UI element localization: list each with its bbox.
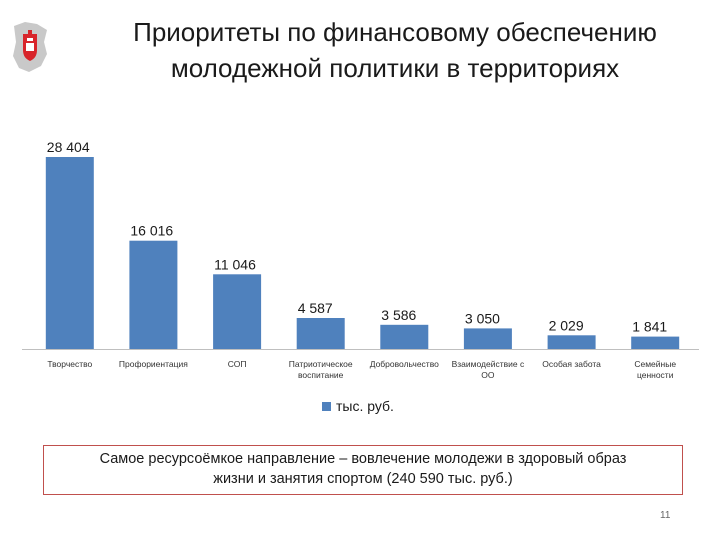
legend-label: тыс. руб. bbox=[336, 398, 394, 414]
bar-chart: 28 404 Творчество 16 016 Профориентация 11 0… bbox=[22, 139, 699, 380]
category-label-0-0: Творчество bbox=[47, 359, 92, 369]
category-label-3-1: воспитание bbox=[298, 370, 344, 380]
category-label-7-1: ценности bbox=[637, 370, 674, 380]
category-label-4-0: Добровольчество bbox=[370, 359, 439, 369]
bar-4 bbox=[380, 324, 429, 349]
bar-value-label-3: 4 587 bbox=[298, 300, 333, 316]
category-label-2-0: СОП bbox=[228, 359, 247, 369]
bar-1 bbox=[129, 240, 178, 349]
bar-0 bbox=[45, 157, 94, 349]
page-title: Приоритеты по финансовому обеспечению мо… bbox=[80, 14, 710, 86]
category-label-6-0: Особая забота bbox=[542, 359, 601, 369]
note-line-2: жизни и занятия спортом (240 590 тыс. ру… bbox=[213, 471, 513, 487]
category-label-5-0: Взаимодействие с bbox=[452, 359, 525, 369]
category-label-3-0: Патриотическое bbox=[289, 359, 353, 369]
bar-value-label-6: 2 029 bbox=[549, 317, 584, 333]
title-line-2: молодежной политики в территориях bbox=[170, 53, 620, 83]
category-label-1-0: Профориентация bbox=[119, 359, 188, 369]
bar-value-label-0: 28 404 bbox=[47, 139, 90, 155]
bar-6 bbox=[547, 335, 596, 349]
note-line-1: Самое ресурсоёмкое направление – вовлече… bbox=[99, 451, 627, 467]
bar-value-label-7: 1 841 bbox=[632, 319, 667, 335]
category-label-5-1: ОО bbox=[481, 370, 495, 380]
bar-2 bbox=[213, 274, 262, 349]
note-box: Самое ресурсоёмкое направление – вовлече… bbox=[43, 445, 683, 495]
bar-3 bbox=[296, 318, 345, 349]
chart-legend: тыс. руб. bbox=[322, 398, 394, 414]
bar-5 bbox=[463, 328, 512, 349]
category-label-7-0: Семейные bbox=[634, 359, 676, 369]
title-line-1: Приоритеты по финансовому обеспечению bbox=[133, 17, 657, 47]
bar-value-label-1: 16 016 bbox=[130, 223, 173, 239]
perm-krai-coat-of-arms-icon bbox=[13, 22, 47, 72]
page-number: 11 bbox=[660, 510, 671, 521]
bar-value-label-2: 11 046 bbox=[214, 256, 256, 272]
bar-value-label-5: 3 050 bbox=[465, 310, 500, 326]
legend-swatch bbox=[322, 401, 331, 411]
bar-7 bbox=[631, 336, 680, 349]
bar-value-label-4: 3 586 bbox=[381, 307, 416, 323]
